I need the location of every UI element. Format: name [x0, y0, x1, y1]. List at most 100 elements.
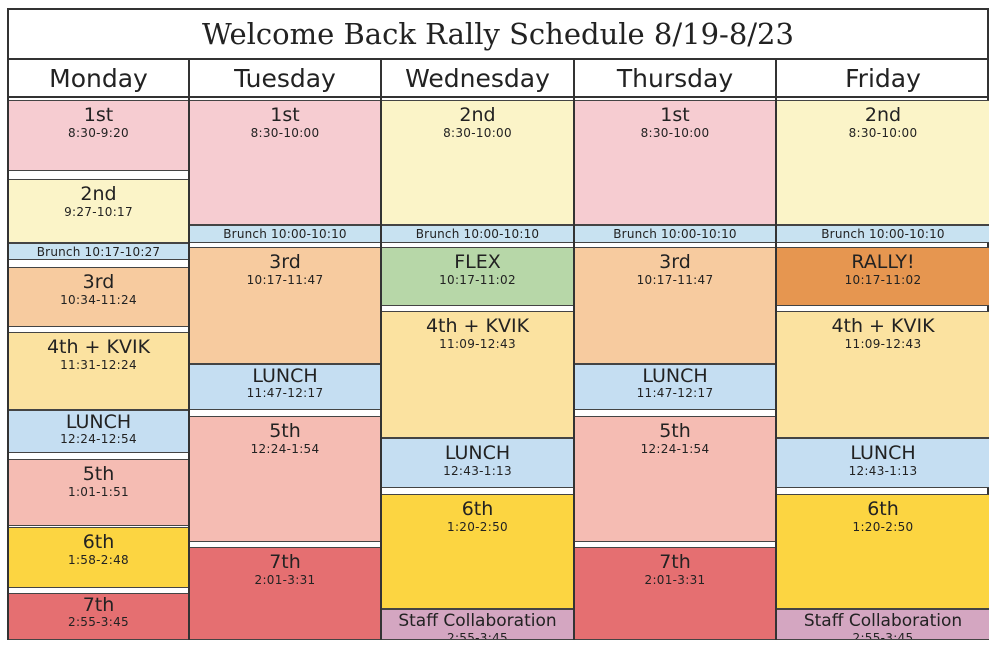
- period-time: 12:24-12:54: [60, 432, 137, 446]
- period-time: 11:09-12:43: [844, 337, 922, 351]
- period-time: 2:55-3:45: [447, 631, 508, 640]
- day-column-friday: Friday 2nd 8:30-10:00 Brunch 10:00-10:10 RAL…: [777, 60, 989, 640]
- period-name: LUNCH: [65, 411, 132, 433]
- schedule-block: 3rd 10:17-11:47: [190, 247, 380, 364]
- schedule-block: Brunch 10:00-10:10: [777, 225, 989, 243]
- schedule-block: RALLY! 10:17-11:02: [777, 247, 989, 306]
- period-time: 11:09-12:43: [439, 337, 516, 351]
- period-time: 12:24-1:54: [250, 442, 320, 456]
- period-name: 3rd: [82, 271, 115, 293]
- day-header: Friday: [777, 60, 989, 98]
- schedule-block: 3rd 10:17-11:47: [575, 247, 775, 364]
- period-name: 1st: [83, 104, 114, 126]
- schedule-block: 2nd 8:30-10:00: [382, 100, 573, 225]
- period-time: 9:27-10:17: [64, 205, 133, 219]
- period-time: 10:17-11:02: [844, 273, 922, 287]
- schedule-block: 5th 12:24-1:54: [190, 416, 380, 542]
- day-column-thursday: Thursday 1st 8:30-10:00 Brunch 10:00-10:10 3…: [575, 60, 777, 640]
- schedule-block: LUNCH 12:43-1:13: [382, 438, 573, 488]
- schedule-frame: Welcome Back Rally Schedule 8/19-8/23 Mo…: [7, 8, 989, 640]
- period-time: 2:01-3:31: [644, 573, 706, 587]
- period-name: Brunch 10:00-10:10: [223, 227, 347, 241]
- schedule-block: Brunch 10:00-10:10: [382, 225, 573, 243]
- schedule-block: 7th 2:01-3:31: [190, 547, 380, 640]
- schedule-block: LUNCH 12:24-12:54: [9, 410, 188, 453]
- schedule-block: FLEX 10:17-11:02: [382, 247, 573, 306]
- period-name: 5th: [659, 420, 691, 442]
- day-column-monday: Monday 1st 8:30-9:20 2nd 9:27-10:17 Brunch 10…: [9, 60, 190, 640]
- period-name: Brunch 10:00-10:10: [613, 227, 737, 241]
- period-name: RALLY!: [851, 251, 915, 273]
- period-name: 3rd: [269, 251, 301, 273]
- period-time: 8:30-10:00: [250, 126, 320, 140]
- schedule-block: 1st 8:30-9:20: [9, 100, 188, 171]
- period-time: 2:01-3:31: [254, 573, 316, 587]
- period-name: LUNCH: [252, 365, 318, 387]
- day-column-wednesday: Wednesday 2nd 8:30-10:00 Brunch 10:00-10:10…: [382, 60, 575, 640]
- period-time: 11:31-12:24: [60, 358, 137, 372]
- period-time: 10:17-11:47: [246, 273, 324, 287]
- period-time: 1:58-2:48: [68, 553, 129, 567]
- period-name: FLEX: [454, 251, 501, 273]
- period-time: 8:30-10:00: [443, 126, 512, 140]
- period-name: LUNCH: [850, 442, 916, 464]
- period-name: 5th: [82, 463, 115, 485]
- day-header: Monday: [9, 60, 188, 98]
- period-name: 6th: [867, 498, 899, 520]
- period-name: Brunch 10:17-10:27: [36, 244, 161, 259]
- schedule-block: 2nd 9:27-10:17: [9, 179, 188, 243]
- period-time: 8:30-10:00: [640, 126, 710, 140]
- period-name: 4th + KVIK: [831, 315, 935, 337]
- schedule-block: LUNCH 12:43-1:13: [777, 438, 989, 488]
- period-name: Staff Collaboration: [398, 611, 557, 631]
- day-header: Thursday: [575, 60, 775, 98]
- period-time: 8:30-10:00: [848, 126, 918, 140]
- period-name: 4th + KVIK: [425, 315, 530, 337]
- period-time: 8:30-9:20: [68, 126, 129, 140]
- period-time: 2:55-3:45: [68, 615, 129, 629]
- period-name: Staff Collaboration: [803, 611, 963, 631]
- schedule-block: Staff Collaboration 2:55-3:45: [777, 609, 989, 640]
- schedule-block: LUNCH 11:47-12:17: [575, 364, 775, 410]
- schedule-block: 6th 1:58-2:48: [9, 527, 188, 588]
- day-column-tuesday: Tuesday 1st 8:30-10:00 Brunch 10:00-10:10 3r…: [190, 60, 382, 640]
- period-name: 6th: [461, 498, 494, 520]
- schedule-block: 6th 1:20-2:50: [777, 494, 989, 609]
- period-time: 10:34-11:24: [60, 293, 137, 307]
- period-name: 5th: [269, 420, 301, 442]
- period-name: 7th: [659, 551, 691, 573]
- schedule-block: 1st 8:30-10:00: [575, 100, 775, 225]
- period-time: 10:17-11:47: [636, 273, 714, 287]
- schedule-block: 7th 2:55-3:45: [9, 593, 188, 640]
- schedule-block: 5th 1:01-1:51: [9, 459, 188, 526]
- period-time: 12:24-1:54: [640, 442, 710, 456]
- schedule-block: Brunch 10:00-10:10: [575, 225, 775, 243]
- schedule-block: LUNCH 11:47-12:17: [190, 364, 380, 410]
- period-name: 4th + KVIK: [46, 336, 151, 358]
- period-time: 1:20-2:50: [852, 520, 914, 534]
- period-name: 7th: [82, 594, 115, 616]
- period-time: 1:20-2:50: [447, 520, 508, 534]
- period-name: 1st: [270, 104, 300, 126]
- period-name: Brunch 10:00-10:10: [821, 227, 945, 241]
- period-name: 7th: [269, 551, 301, 573]
- period-time: 11:47-12:17: [636, 386, 714, 400]
- period-name: 3rd: [659, 251, 691, 273]
- period-time: 11:47-12:17: [246, 386, 324, 400]
- schedule-block: 6th 1:20-2:50: [382, 494, 573, 609]
- period-name: 1st: [660, 104, 690, 126]
- period-name: 6th: [82, 531, 115, 553]
- schedule-block: Brunch 10:17-10:27: [9, 243, 188, 260]
- period-name: LUNCH: [444, 442, 511, 464]
- period-name: 2nd: [80, 183, 117, 205]
- period-time: 1:01-1:51: [68, 485, 129, 499]
- period-name: 2nd: [864, 104, 902, 126]
- schedule-block: 3rd 10:34-11:24: [9, 267, 188, 327]
- day-header: Tuesday: [190, 60, 380, 98]
- schedule-block: 7th 2:01-3:31: [575, 547, 775, 640]
- period-name: Brunch 10:00-10:10: [415, 227, 540, 241]
- schedule-block: 1st 8:30-10:00: [190, 100, 380, 225]
- period-time: 10:17-11:02: [439, 273, 516, 287]
- schedule-block: 4th + KVIK 11:31-12:24: [9, 332, 188, 410]
- schedule-block: Brunch 10:00-10:10: [190, 225, 380, 243]
